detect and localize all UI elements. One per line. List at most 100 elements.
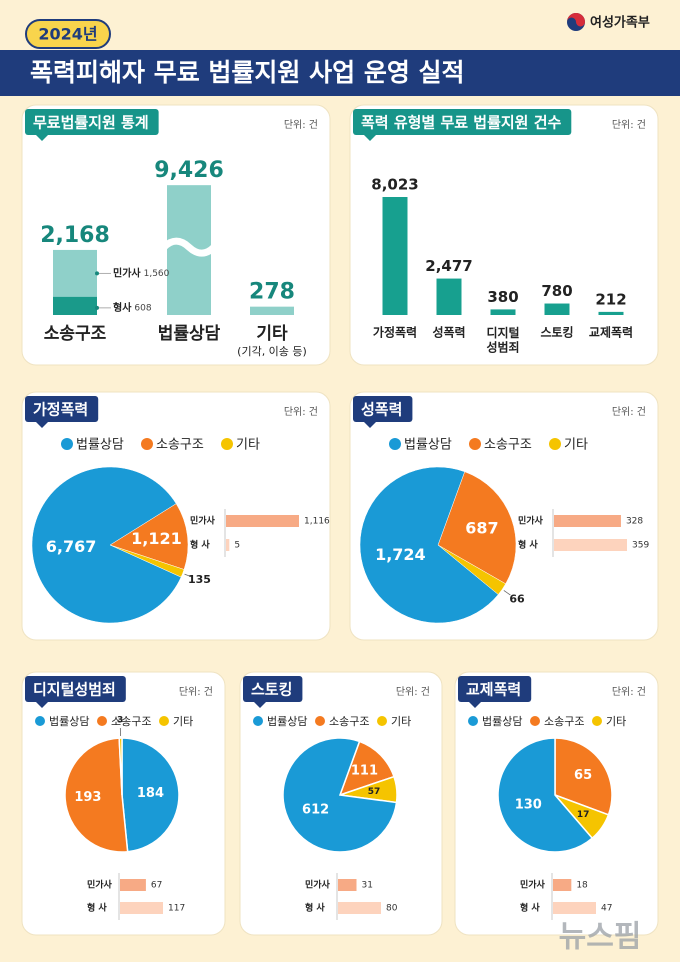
legend-label: 기타 xyxy=(391,715,411,728)
category-label: 성폭력 xyxy=(432,326,465,340)
badge xyxy=(25,19,111,49)
slice-label: 687 xyxy=(465,518,498,537)
breakdown-name: 형 사 xyxy=(518,539,538,551)
unit-label: 단위: 건 xyxy=(284,405,318,418)
breakdown-value: 359 xyxy=(632,541,649,551)
legend-swatch xyxy=(35,716,45,726)
stack-segment xyxy=(53,296,97,315)
stack-value: 608 xyxy=(134,303,151,313)
badge-text: 2024년 xyxy=(38,25,97,44)
bar xyxy=(544,303,570,315)
breakdown-value: 5 xyxy=(234,541,240,551)
legend-swatch xyxy=(61,438,73,450)
panel-title: 폭력 유형별 무료 법률지원 건수 xyxy=(361,114,561,132)
stack-segment xyxy=(53,249,97,297)
category-label: 법률상담 xyxy=(158,324,221,344)
slice-label: 612 xyxy=(302,802,329,817)
breakdown-name: 형 사 xyxy=(87,902,107,914)
panel-tag-tail xyxy=(36,135,48,141)
panel-tag-tail xyxy=(469,702,481,708)
legend-label: 소송구조 xyxy=(544,715,584,728)
logo-text: 여성가족부 xyxy=(590,15,650,31)
pie-slice xyxy=(437,471,517,585)
legend-label: 기타 xyxy=(236,438,260,453)
stack-name: 민가사 xyxy=(113,266,141,279)
breakdown-value: 47 xyxy=(601,904,612,914)
breakdown-name: 민가사 xyxy=(520,879,546,891)
legend-swatch xyxy=(253,716,263,726)
pie-slice xyxy=(121,737,180,853)
unit-label: 단위: 건 xyxy=(612,118,646,131)
slice-label: 3 xyxy=(117,716,123,726)
legend-label: 소송구조 xyxy=(484,438,532,453)
title-band xyxy=(0,50,680,96)
breakdown-name: 형 사 xyxy=(520,902,540,914)
unit-label: 단위: 건 xyxy=(284,118,318,131)
legend-label: 기타 xyxy=(173,715,193,728)
panel xyxy=(349,104,659,366)
pie-slice xyxy=(282,737,398,853)
category-sublabel: (기각, 이송 등) xyxy=(237,345,307,358)
panel-tag-tail xyxy=(254,702,266,708)
panel-tag xyxy=(25,109,159,135)
panel-tag xyxy=(25,396,99,422)
legend-label: 소송구조 xyxy=(156,438,204,453)
slice-label: 17 xyxy=(577,810,590,820)
breakdown-value: 117 xyxy=(168,904,185,914)
breakdown-name: 민가사 xyxy=(87,879,113,891)
breakdown-bar xyxy=(338,902,381,914)
breakdown-bar xyxy=(554,515,621,527)
legend-label: 법률상담 xyxy=(76,438,124,453)
legend-swatch xyxy=(221,438,233,450)
breakdown-value: 31 xyxy=(362,881,373,891)
legend-label: 법률상담 xyxy=(482,715,522,728)
legend-swatch xyxy=(315,716,325,726)
value-label: 278 xyxy=(249,280,295,305)
legend-swatch xyxy=(549,438,561,450)
slice-label: 130 xyxy=(515,797,542,812)
panel-tag-tail xyxy=(364,135,376,141)
value-label: 780 xyxy=(541,282,572,300)
slice-label: 57 xyxy=(368,787,381,797)
leader-line xyxy=(184,573,193,578)
breakdown-bar xyxy=(338,879,357,891)
panel-title: 무료법률지원 통계 xyxy=(33,114,149,132)
bar xyxy=(382,197,408,315)
breakdown-value: 67 xyxy=(151,881,162,891)
stack-name: 형사 xyxy=(113,301,132,314)
panel-title: 스토킹 xyxy=(251,681,292,699)
legend-swatch xyxy=(159,716,169,726)
legend-label: 기타 xyxy=(606,715,626,728)
legend-label: 법률상담 xyxy=(267,715,307,728)
breakdown-value: 80 xyxy=(386,904,398,914)
pie-slice xyxy=(31,466,182,624)
panel-title: 성폭력 xyxy=(361,401,402,419)
panel-tag-tail xyxy=(36,702,48,708)
slice-label: 184 xyxy=(137,786,164,801)
value-label: 8,023 xyxy=(371,176,418,194)
panel-tag-tail xyxy=(36,422,48,428)
watermark: 뉴스핌 xyxy=(559,920,642,955)
slice-label: 6,767 xyxy=(46,537,97,556)
stack-value: 1,560 xyxy=(144,269,170,279)
legend-swatch xyxy=(141,438,153,450)
panel-tag xyxy=(353,396,413,422)
breakdown-name: 형 사 xyxy=(190,539,210,551)
pie-slice xyxy=(338,740,395,797)
pie-slice xyxy=(64,737,129,853)
bar xyxy=(598,311,624,315)
unit-label: 단위: 건 xyxy=(612,405,646,418)
axis-break xyxy=(161,237,217,257)
panel-title: 디지털성범죄 xyxy=(33,681,116,699)
category-label: 교제폭력 xyxy=(589,326,633,340)
panel-tag xyxy=(353,109,572,135)
category-label: 소송구조 xyxy=(44,324,107,344)
legend-swatch xyxy=(377,716,387,726)
value-label: 2,168 xyxy=(40,223,110,248)
panel-tag xyxy=(25,676,126,702)
value-label: 2,477 xyxy=(425,257,472,275)
slice-label: 66 xyxy=(509,593,525,606)
leader-line xyxy=(503,590,511,596)
pie-slice xyxy=(109,503,189,570)
value-label: 212 xyxy=(595,290,626,308)
